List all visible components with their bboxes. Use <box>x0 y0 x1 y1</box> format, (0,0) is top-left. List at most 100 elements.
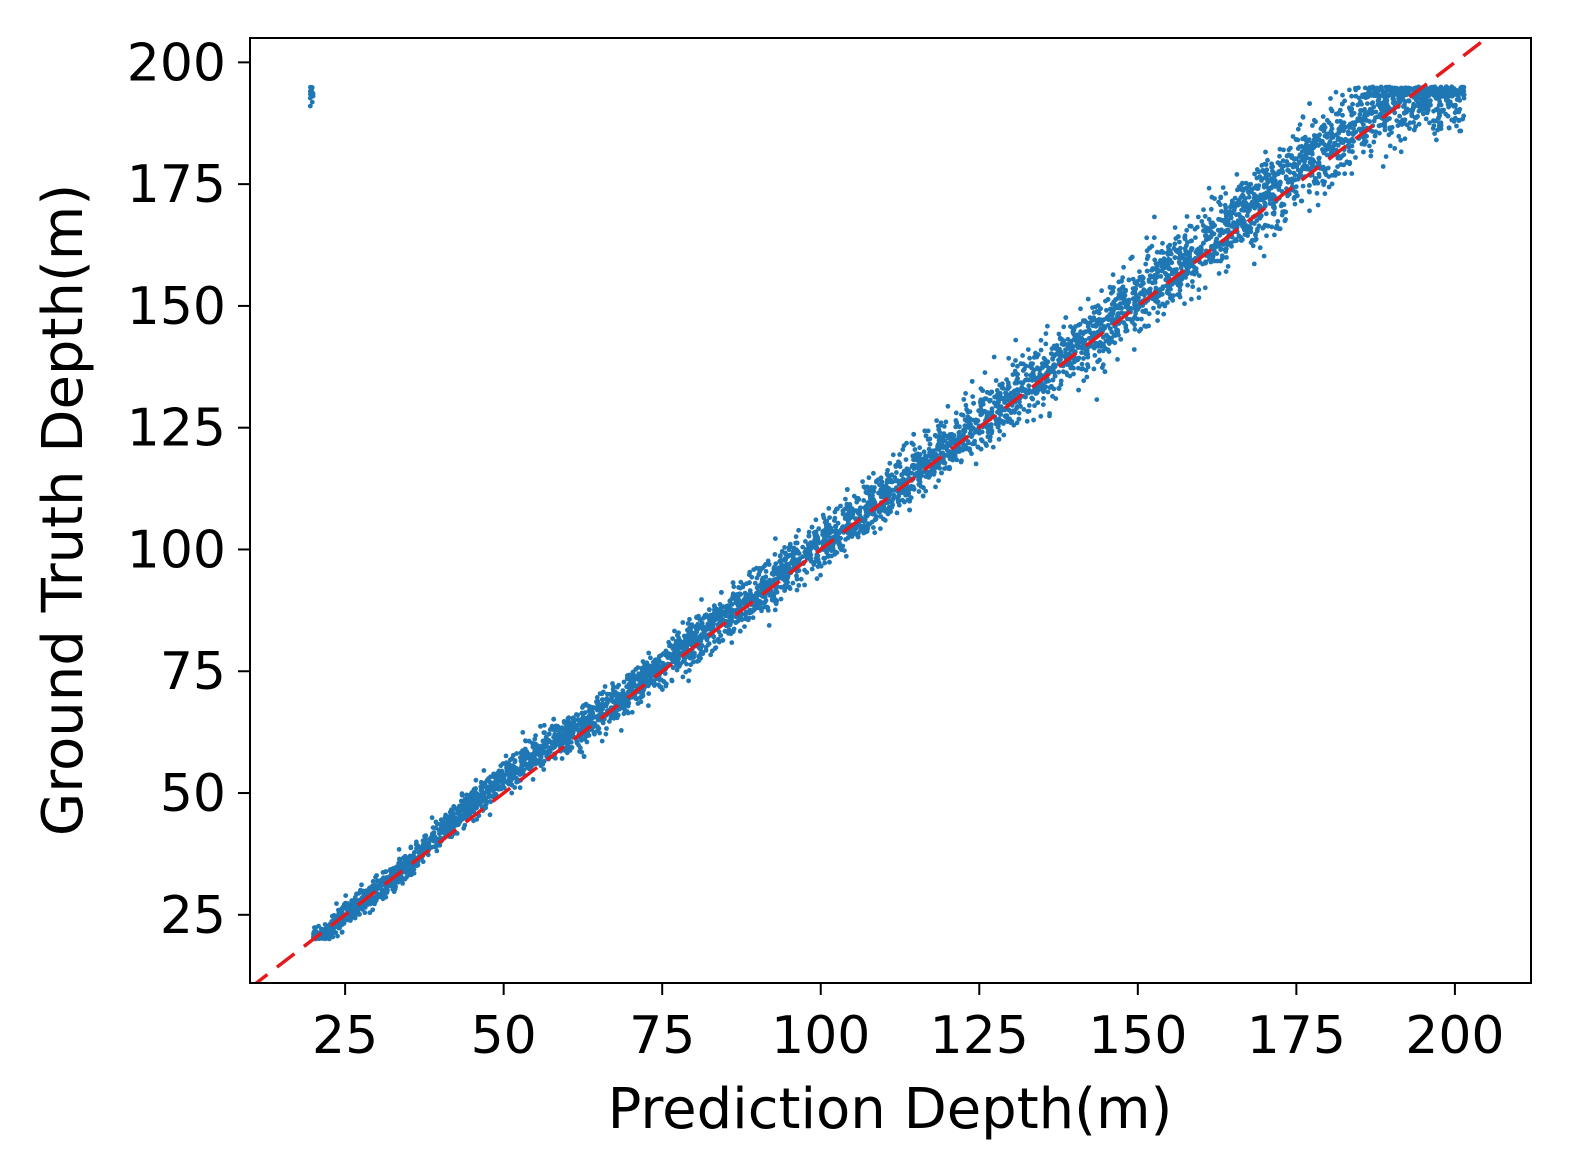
scatter-point <box>1015 363 1020 369</box>
scatter-point <box>940 450 946 456</box>
scatter-point <box>552 744 557 750</box>
scatter-point <box>1224 246 1229 252</box>
scatter-point <box>1089 334 1095 340</box>
scatter-point <box>777 554 783 559</box>
scatter-point <box>935 423 941 429</box>
scatter-point <box>796 527 801 533</box>
scatter-point <box>1031 355 1037 360</box>
scatter-point <box>872 530 878 536</box>
scatter-point <box>760 579 766 585</box>
scatter-point <box>408 844 414 850</box>
scatter-point <box>646 650 652 656</box>
scatter-point <box>709 648 715 654</box>
scatter-point <box>1366 86 1372 92</box>
scatter-point <box>821 515 827 521</box>
scatter-point <box>1075 345 1081 350</box>
scatter-point <box>1152 266 1158 272</box>
scatter-point <box>1146 311 1152 317</box>
scatter-point <box>1016 410 1022 416</box>
scatter-point <box>1269 224 1275 230</box>
scatter-point <box>696 626 701 632</box>
scatter-point <box>1202 213 1208 219</box>
scatter-point <box>873 516 879 521</box>
scatter-point <box>1215 227 1221 233</box>
scatter-point <box>428 845 434 850</box>
scatter-point <box>609 715 614 721</box>
scatter-point <box>1028 373 1034 379</box>
scatter-point <box>307 103 313 109</box>
scatter-point <box>1023 372 1029 378</box>
scatter-point <box>594 695 600 700</box>
scatter-point <box>670 636 675 641</box>
scatter-point <box>845 535 851 541</box>
scatter-point <box>1132 326 1138 332</box>
scatter-point <box>1307 208 1312 214</box>
scatter-point <box>887 473 893 479</box>
scatter-point <box>564 750 570 756</box>
scatter-point <box>1196 273 1202 279</box>
scatter-point <box>1047 385 1053 390</box>
scatter-point <box>1043 341 1049 347</box>
scatter-point <box>978 407 984 412</box>
scatter-point <box>1020 353 1025 358</box>
scatter-point <box>796 583 802 588</box>
scatter-point <box>1152 214 1157 220</box>
scatter-point <box>1234 172 1240 177</box>
scatter-point <box>1004 377 1009 382</box>
scatter-point <box>1112 340 1118 346</box>
scatter-point <box>936 441 941 447</box>
scatter-point <box>1192 271 1197 277</box>
scatter-point <box>1256 169 1262 175</box>
scatter-point <box>699 597 704 602</box>
scatter-point <box>871 525 876 530</box>
scatter-point <box>1208 206 1214 212</box>
scatter-point <box>729 640 735 645</box>
scatter-point <box>1437 113 1443 118</box>
scatter-point <box>818 563 824 569</box>
scatter-point <box>646 703 651 709</box>
scatter-point <box>826 506 832 511</box>
scatter-point <box>685 621 691 626</box>
scatter-point <box>422 833 427 839</box>
scatter-point <box>1252 171 1257 177</box>
scatter-point <box>987 438 993 443</box>
scatter-point <box>994 388 1000 393</box>
scatter-point <box>557 741 563 746</box>
scatter-point <box>838 503 843 509</box>
scatter-point <box>802 567 807 573</box>
scatter-point <box>830 542 836 547</box>
scatter-point <box>910 453 916 459</box>
scatter-point <box>967 446 972 452</box>
scatter-point <box>1031 388 1036 394</box>
scatter-point <box>888 477 894 483</box>
scatter-point <box>1177 287 1183 293</box>
scatter-point <box>793 534 799 540</box>
scatter-point <box>1091 315 1097 320</box>
scatter-point <box>1104 307 1109 313</box>
scatter-point <box>987 397 993 403</box>
scatter-point <box>1289 180 1295 185</box>
scatter-point <box>794 587 800 593</box>
scatter-point <box>1272 173 1277 179</box>
scatter-point <box>1206 185 1212 191</box>
scatter-point <box>1006 355 1012 361</box>
scatter-point <box>663 683 669 689</box>
scatter-point <box>1350 101 1355 107</box>
scatter-point <box>1241 199 1247 204</box>
scatter-point <box>1093 304 1098 310</box>
scatter-point <box>1263 211 1269 217</box>
scatter-point <box>752 580 758 586</box>
scatter-point <box>916 489 922 494</box>
scatter-point <box>864 504 870 510</box>
scatter-point <box>396 847 402 852</box>
scatter-point <box>1091 345 1097 351</box>
scatter-point <box>1167 266 1173 271</box>
scatter-point <box>1265 157 1270 163</box>
scatter-point <box>1187 223 1193 229</box>
scatter-point <box>963 402 969 408</box>
scatter-point <box>1373 109 1379 115</box>
scatter-point <box>703 645 709 650</box>
scatter-point <box>978 437 984 442</box>
scatter-point <box>1314 133 1319 139</box>
scatter-point <box>1045 389 1051 395</box>
